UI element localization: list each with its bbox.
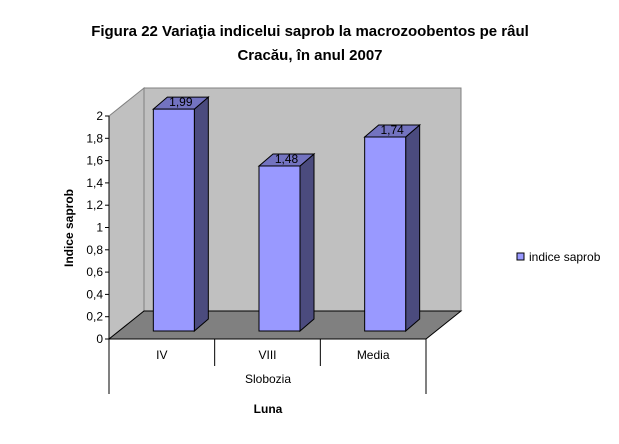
data-label: 1,99: [169, 95, 193, 109]
y-tick-label: 1,2: [86, 198, 103, 212]
chart-title-line2: Cracău, în anul 2007: [237, 47, 382, 64]
y-axis-label: Indice saprob: [62, 189, 76, 267]
data-label: 1,74: [380, 123, 404, 137]
group-label: Slobozia: [245, 372, 291, 386]
y-tick-label: 0,6: [86, 265, 103, 279]
y-tick-label: 1,4: [86, 176, 103, 190]
y-tick-label: 0,2: [86, 310, 103, 324]
y-tick-label: 1,8: [86, 131, 103, 145]
bar: [258, 165, 301, 332]
data-label: 1,48: [275, 152, 299, 166]
bar-side: [405, 123, 421, 333]
bar: [152, 108, 195, 332]
category-label: Media: [357, 348, 390, 362]
y-tick-label: 1,6: [86, 154, 103, 168]
y-tick-label: 0,8: [86, 243, 103, 257]
y-tick-label: 0: [96, 332, 103, 346]
bar: [364, 136, 407, 332]
x-axis-label: Luna: [254, 402, 283, 416]
category-label: IV: [156, 348, 167, 362]
chart-title-line1: Figura 22 Variaţia indicelui saprob la m…: [91, 23, 529, 40]
category-label: VIII: [258, 348, 276, 362]
y-tick-label: 0,4: [86, 287, 103, 301]
y-tick-label: 2: [96, 109, 103, 123]
y-tick-label: 1: [96, 221, 103, 235]
side-wall: [108, 86, 145, 341]
bar-side: [193, 96, 209, 333]
legend-label: indice saprob: [529, 250, 601, 264]
bar-side: [299, 152, 315, 333]
legend-swatch: [516, 252, 525, 261]
